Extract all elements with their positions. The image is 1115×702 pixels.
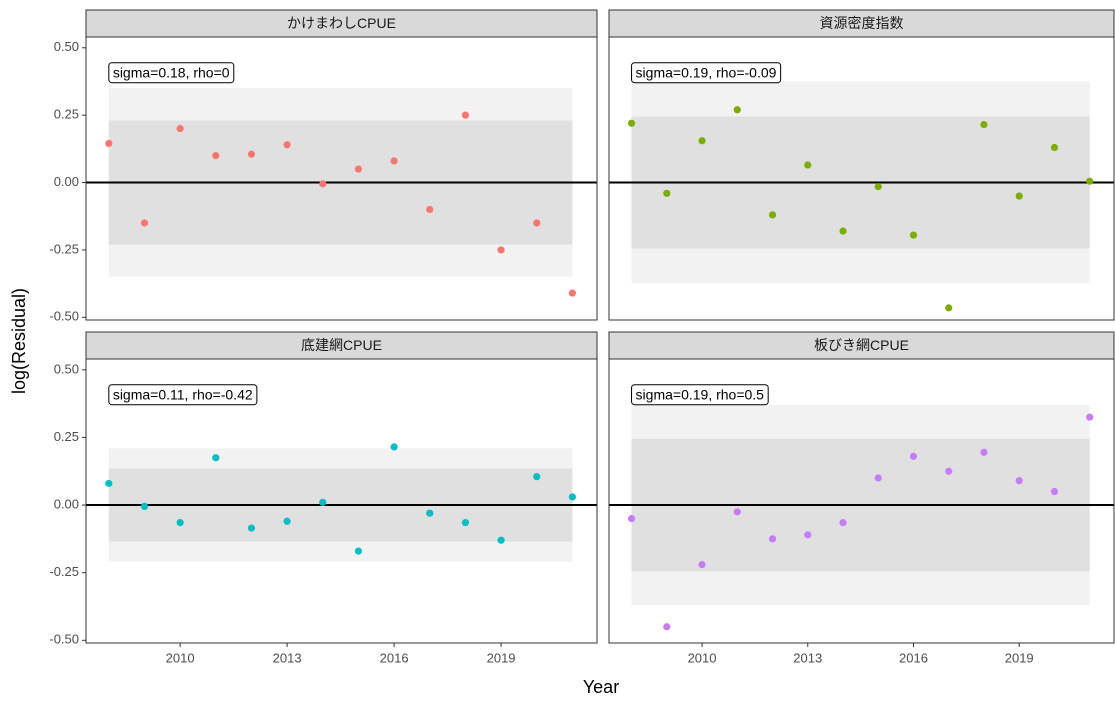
point xyxy=(140,502,149,511)
point xyxy=(698,137,706,145)
point xyxy=(1050,143,1059,152)
point xyxy=(247,150,256,158)
point xyxy=(533,473,541,481)
point xyxy=(804,161,812,169)
strip-background xyxy=(85,9,598,38)
point xyxy=(212,454,220,462)
y-tick-label: 0.25 xyxy=(54,429,79,444)
x-tick-label: 2010 xyxy=(688,650,717,665)
strip-background xyxy=(608,331,1115,360)
x-tick-label: 2019 xyxy=(487,650,516,665)
point xyxy=(1015,477,1023,485)
point xyxy=(698,560,706,569)
point xyxy=(663,189,671,197)
x-axis-title: Year xyxy=(583,677,619,697)
point xyxy=(176,125,184,133)
panel-border xyxy=(608,36,1115,321)
point xyxy=(105,139,113,148)
point xyxy=(663,623,671,631)
point xyxy=(426,509,434,517)
y-tick-label: -0.50 xyxy=(49,309,79,324)
annotation: sigma=0.11, rho=-0.42 xyxy=(113,387,253,403)
point xyxy=(804,531,812,539)
annotation-box xyxy=(631,62,782,84)
point xyxy=(354,165,363,173)
point xyxy=(1086,177,1094,185)
point xyxy=(1086,413,1094,421)
annotation: sigma=0.18, rho=0 xyxy=(113,65,230,81)
point xyxy=(319,180,327,188)
point xyxy=(283,141,291,149)
point xyxy=(839,519,847,527)
point xyxy=(874,182,882,191)
point xyxy=(874,474,882,482)
point xyxy=(212,151,220,160)
panel-border xyxy=(85,36,598,321)
point xyxy=(909,452,918,460)
y-tick-label: 0.50 xyxy=(54,39,79,54)
annotation: sigma=0.19, rho=0.5 xyxy=(636,387,765,403)
point xyxy=(497,536,505,544)
point xyxy=(426,205,434,214)
panel-title: 底建網CPUE xyxy=(301,337,382,353)
point xyxy=(247,524,256,532)
point xyxy=(568,493,576,501)
y-tick-label: -0.50 xyxy=(49,632,79,647)
x-tick-label: 2019 xyxy=(1005,650,1034,665)
y-tick-label: 0.50 xyxy=(54,361,79,376)
point xyxy=(390,157,398,165)
point xyxy=(533,219,541,227)
y-axis-title: log(Residual) xyxy=(9,288,29,394)
y-tick-label: 0.00 xyxy=(54,496,79,511)
x-tick-label: 2013 xyxy=(273,650,302,665)
point xyxy=(733,508,741,516)
x-tick-label: 2016 xyxy=(380,650,409,665)
point xyxy=(461,519,470,527)
point xyxy=(980,448,988,456)
point xyxy=(945,467,953,475)
y-tick-label: -0.25 xyxy=(49,564,79,579)
point xyxy=(909,231,918,239)
panel-title: 資源密度指数 xyxy=(820,15,904,31)
panel-title: 板びき網CPUE xyxy=(814,337,909,353)
y-tick-label: 0.00 xyxy=(54,174,79,189)
strip-background xyxy=(608,9,1115,38)
point xyxy=(568,289,576,297)
point xyxy=(980,120,988,129)
point xyxy=(768,535,777,543)
point xyxy=(105,479,113,488)
point xyxy=(176,519,184,527)
point xyxy=(945,304,953,312)
y-tick-label: 0.25 xyxy=(54,107,79,122)
point xyxy=(497,246,505,254)
point xyxy=(140,219,149,227)
point xyxy=(354,547,363,555)
panel-border xyxy=(608,358,1115,644)
point xyxy=(1015,192,1023,200)
x-tick-label: 2016 xyxy=(899,650,928,665)
annotation-box xyxy=(631,384,769,406)
point xyxy=(733,106,741,114)
annotation-box xyxy=(108,384,258,406)
point xyxy=(319,498,327,506)
annotation-box xyxy=(108,62,235,84)
point xyxy=(627,514,636,523)
point xyxy=(461,111,470,119)
y-tick-label: -0.25 xyxy=(49,241,79,256)
point xyxy=(627,119,636,127)
point xyxy=(1050,487,1059,496)
panel-title: かけまわしCPUE xyxy=(287,15,396,31)
x-tick-label: 2010 xyxy=(166,650,195,665)
point xyxy=(768,211,777,219)
panel-border xyxy=(85,358,598,644)
point xyxy=(390,443,398,451)
annotation: sigma=0.19, rho=-0.09 xyxy=(636,65,777,81)
point xyxy=(839,227,847,235)
strip-background xyxy=(85,331,598,360)
point xyxy=(283,517,291,525)
x-tick-label: 2013 xyxy=(793,650,822,665)
